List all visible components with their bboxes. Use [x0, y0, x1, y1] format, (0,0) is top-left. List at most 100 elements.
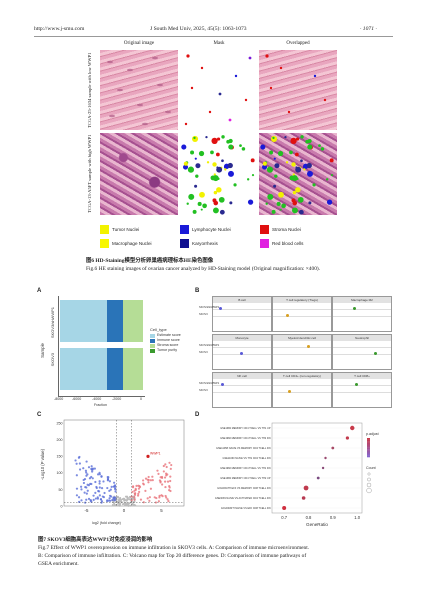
volcano-point-up: [169, 479, 172, 483]
journal-citation: J South Med Univ, 2025, 45(5): 1063-1073: [150, 26, 247, 32]
nucleus-spot: [213, 190, 218, 195]
nucleus-spot: [295, 137, 300, 141]
gsea-dotplot: GSE1982 MEMORY CD4 TCELL VS TH1 UP GSE198…: [215, 422, 379, 527]
volcano-point-down: [90, 475, 93, 479]
bar-skov3shwwp1-estimate: [60, 300, 107, 342]
gsea-pathway-label: GSE1982 MEMORY CD4 TCELL VS TH2 DN: [220, 437, 271, 440]
header-rule: [34, 36, 393, 37]
volcano-point-ns: [113, 504, 116, 507]
facet-gridline: [213, 385, 271, 386]
volcano-point-down: [94, 491, 97, 494]
volcano-ytick: 200: [57, 438, 63, 442]
facet-point: [355, 383, 358, 386]
volcano-point-up: [142, 479, 145, 482]
volcano-point-down: [78, 468, 82, 471]
nucleus-spot: [284, 136, 287, 139]
nucleus-spot: [260, 144, 266, 150]
gsea-pathway-label: GSE3039 NAIVE VS ACTIVATED CD4 TCELL DN: [215, 497, 271, 500]
bar-skov3-stroma: [123, 348, 143, 390]
bar-skov3-immune: [107, 348, 123, 390]
volcano-point-down: [94, 497, 97, 500]
volcano-point-down: [109, 488, 112, 491]
bar-skov3shwwp1-immune: [107, 300, 123, 342]
volcano-point-down: [86, 489, 89, 492]
volcano-point-ns: [118, 499, 121, 502]
facet-strip-label: Neutrophil: [333, 335, 391, 341]
fig6-row-label-high: TCGA-13-A5FT sample with high WWP1: [87, 134, 92, 214]
facet-row-label: SKOV3: [199, 351, 208, 354]
nucleus-spot: [266, 166, 274, 173]
nucleus-spot: [295, 187, 301, 193]
volcano-point-down: [92, 498, 95, 501]
panel-a-sample-1: SKOV3/shWWP1: [50, 307, 55, 339]
volcano-point-down: [98, 480, 101, 483]
volcano-point-down: [96, 473, 100, 476]
legend-swatch-tumor: [100, 225, 109, 234]
panel-label-d: D: [195, 412, 200, 418]
page-number: · 1071 ·: [360, 26, 377, 32]
volcano-point-down: [112, 497, 115, 500]
gsea-legend-p-gradient: [367, 454, 370, 456]
volcano-point-down: [103, 491, 106, 495]
volcano-point-up: [137, 487, 141, 490]
volcano-point-down: [100, 501, 103, 504]
volcano-point-ns: [126, 498, 129, 501]
nucleus-spot: [290, 137, 297, 145]
nucleus-spot: [295, 166, 302, 173]
facet-panel: T cell regulatory (Tregs): [272, 296, 332, 332]
volcano-xtick: 0: [123, 508, 126, 513]
volcano-point-up: [151, 478, 154, 482]
nucleus-spot: [291, 207, 298, 214]
volcano-point-down: [91, 477, 94, 480]
panel-a-legend-immune: Immune score: [157, 338, 180, 342]
volcano-point-down: [80, 499, 83, 502]
volcano-point-up: [154, 501, 158, 504]
panel-c-xlabel: log2 (fold change): [92, 521, 121, 525]
facet-gridline: [273, 309, 331, 310]
facet-panel: T cell CD8+: [332, 372, 392, 408]
gsea-legend-count-dot: [366, 487, 372, 494]
volcano-point-up: [162, 464, 165, 468]
volcano-point-down: [75, 462, 78, 465]
volcano-point-up: [157, 472, 160, 475]
volcano-point-down: [86, 473, 89, 476]
facet-gridline: [273, 385, 331, 386]
facet-gridline: [213, 316, 271, 317]
nucleus-spot: [212, 162, 217, 167]
panel-a-ylabel: Sample: [40, 343, 45, 358]
facet-strip-label: Macrophage M2: [333, 297, 391, 303]
overlay-image-low: [259, 50, 337, 130]
volcano-point-up: [147, 475, 150, 479]
facet-strip-label: Monocyte: [213, 335, 271, 341]
volcano-point-up: [146, 497, 149, 500]
volcano-point-down: [97, 490, 101, 493]
nucleus-spot: [183, 161, 188, 166]
volcano-point-up: [153, 496, 156, 499]
facet-gridline: [273, 316, 331, 317]
fig6-caption-cn: 图6 HD-Staining模型分析卵巢癌病理标本HE染色图像: [86, 258, 214, 264]
volcano-point-down: [102, 480, 105, 483]
volcano-point-down: [92, 494, 95, 497]
volcano-point-up: [157, 500, 160, 503]
nucleus-spot: [279, 208, 282, 211]
gsea-point: [282, 506, 287, 510]
nucleus-spot: [246, 178, 250, 181]
nucleus-spot: [289, 150, 293, 155]
nucleus-spot: [192, 209, 197, 214]
gsea-legend-count-title: Count: [366, 466, 376, 470]
volcano-point-down: [85, 498, 88, 501]
gsea-xtick: 0.9: [330, 515, 336, 520]
volcano-point-down: [110, 485, 113, 488]
volcano-point-down: [90, 465, 93, 468]
facet-point: [286, 314, 289, 317]
volcano-point-ns: [131, 502, 134, 505]
volcano-point-up: [166, 473, 169, 476]
volcano-point-ns: [119, 500, 122, 503]
facet-point: [353, 307, 356, 310]
facet-strip-label: T cell regulatory (Tregs): [273, 297, 331, 303]
nucleus-spot: [193, 136, 196, 140]
nucleus-spot: [262, 161, 267, 166]
facet-gridline: [273, 347, 331, 348]
panel-b-chart: B cell SKOV3/shWWP1 SKOV3 T cell regulatory…: [198, 293, 393, 409]
volcano-point-down: [82, 481, 86, 485]
